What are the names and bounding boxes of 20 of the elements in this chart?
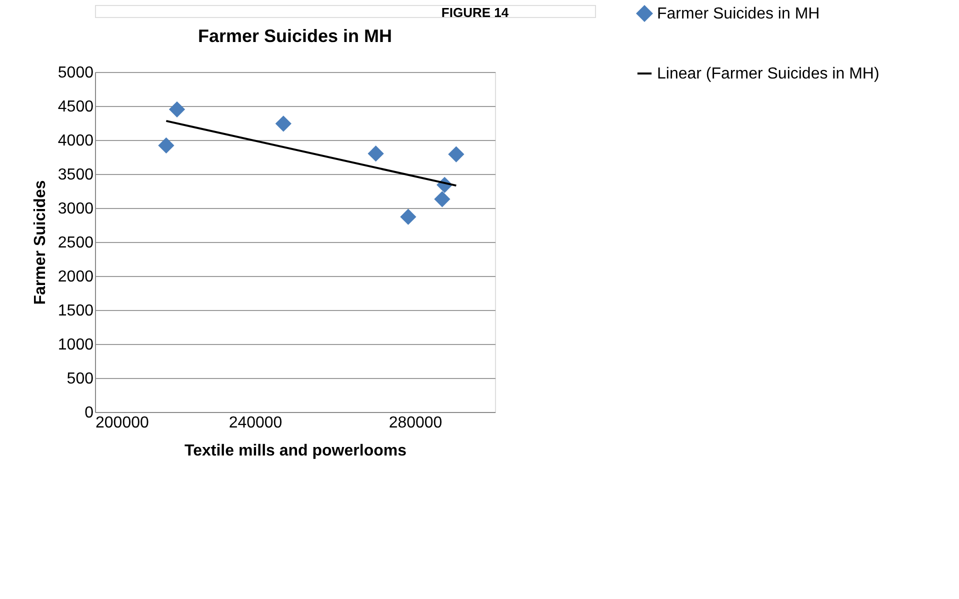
y-axis-title: Farmer Suicides (32, 180, 49, 305)
y-tick-label: 1500 (58, 302, 94, 320)
caption: FIGURE 14 (441, 5, 510, 20)
y-tick-label: 5000 (58, 64, 94, 82)
x-tick-label: 280000 (388, 414, 442, 432)
x-axis-title: Textile mills and powerlooms (184, 442, 407, 460)
y-tick-label: 2500 (58, 234, 94, 252)
y-tick-label: 0 (84, 404, 94, 422)
x-tick-label: 240000 (228, 414, 282, 432)
y-tick-label: 1000 (58, 336, 94, 354)
chart-title: Farmer Suicides in MH (198, 26, 392, 46)
y-tick-label: 2000 (58, 268, 94, 286)
y-tick-label: 4500 (58, 98, 94, 116)
y-tick-label: 3000 (58, 200, 94, 218)
legend-label: Linear (Farmer Suicides in MH) (657, 66, 880, 82)
legend-label: Farmer Suicides in MH (657, 6, 820, 22)
y-tick-label: 500 (66, 370, 94, 388)
y-tick-label: 3500 (58, 166, 94, 184)
y-tick-label: 4000 (58, 132, 94, 150)
x-tick-label: 200000 (96, 414, 149, 432)
